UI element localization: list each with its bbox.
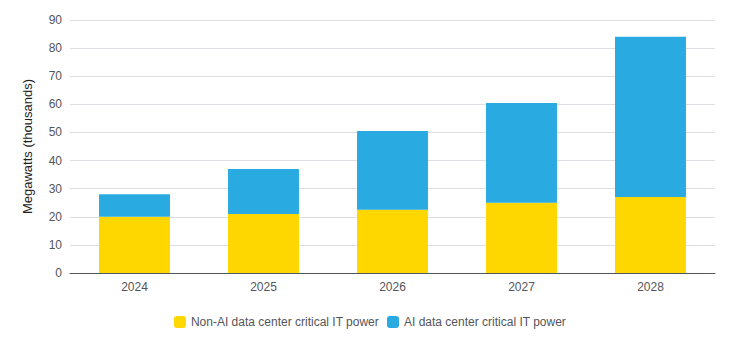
svg-text:2027: 2027: [508, 280, 535, 294]
svg-text:30: 30: [49, 182, 63, 196]
svg-text:2028: 2028: [637, 280, 664, 294]
svg-text:0: 0: [55, 266, 62, 280]
svg-text:10: 10: [49, 238, 63, 252]
svg-text:40: 40: [49, 154, 63, 168]
svg-text:70: 70: [49, 69, 63, 83]
svg-text:Megawatts (thousands): Megawatts (thousands): [20, 79, 35, 214]
svg-text:50: 50: [49, 125, 63, 139]
svg-text:AI data center critical IT pow: AI data center critical IT power: [404, 315, 566, 329]
svg-text:Non-AI data center critical IT: Non-AI data center critical IT power: [191, 315, 379, 329]
svg-text:60: 60: [49, 97, 63, 111]
svg-text:80: 80: [49, 41, 63, 55]
svg-text:90: 90: [49, 13, 63, 27]
svg-text:2024: 2024: [121, 280, 148, 294]
svg-text:2026: 2026: [379, 280, 406, 294]
svg-text:20: 20: [49, 210, 63, 224]
svg-text:2025: 2025: [250, 280, 277, 294]
